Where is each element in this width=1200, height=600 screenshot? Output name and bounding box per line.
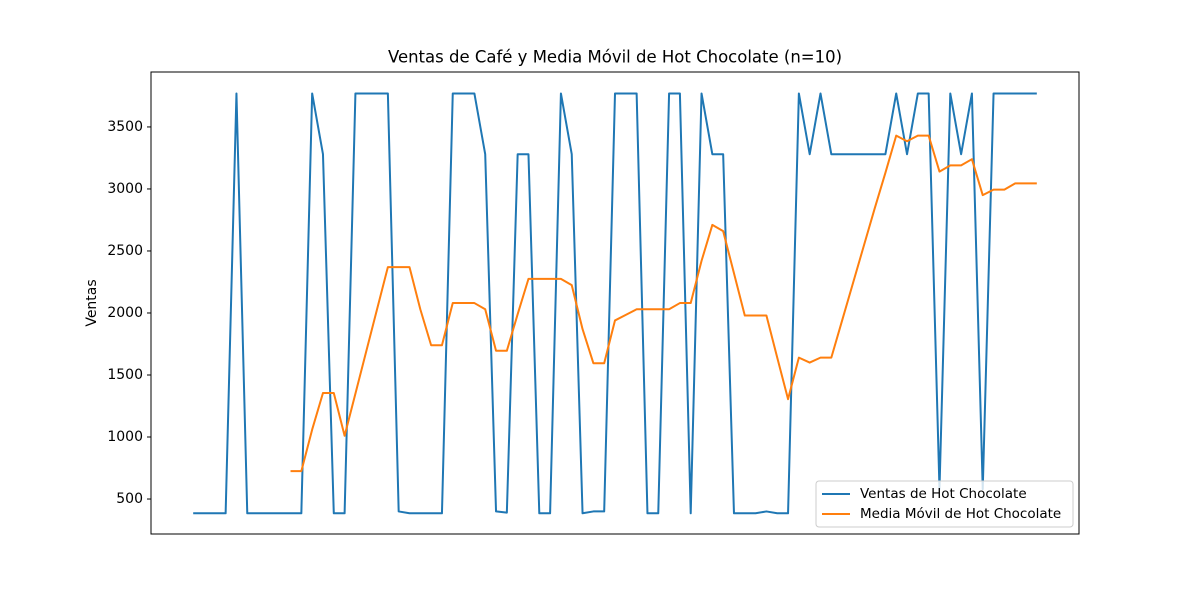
series-line [290,134,1037,473]
y-tick-label: 500 [116,491,143,507]
series-line [193,92,1037,515]
y-tick-label: 3500 [107,119,143,135]
y-tick-label: 1000 [107,429,143,445]
y-tick-label: 2000 [107,305,143,321]
legend-label: Ventas de Hot Chocolate [860,486,1027,502]
chart-title: Ventas de Café y Media Móvil de Hot Choc… [388,48,842,67]
y-tick-label: 2500 [107,243,143,259]
axes-frame [150,71,1080,535]
legend-label: Media Móvil de Hot Chocolate [860,506,1061,522]
plot-area [193,92,1037,515]
y-tick-label: 3000 [107,181,143,197]
y-tick-label: 1500 [107,367,143,383]
y-axis-label: Ventas [84,279,100,326]
legend-box [815,480,1074,528]
